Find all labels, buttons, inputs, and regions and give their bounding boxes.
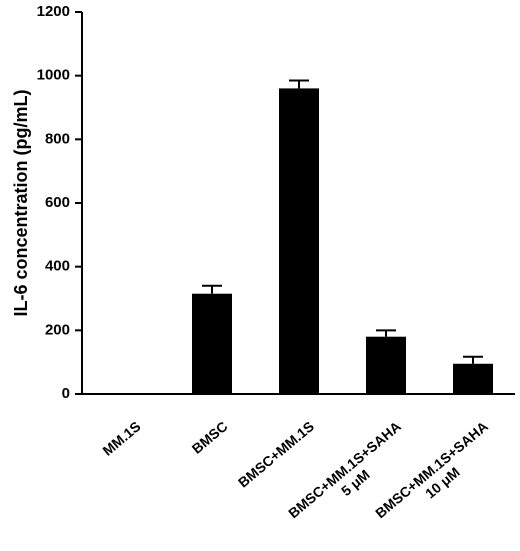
y-tick-label: 400 [45,258,70,275]
bar [453,363,493,394]
y-tick-label: 200 [45,321,70,338]
y-tick-label: 1200 [37,3,70,20]
y-tick-label: 600 [45,194,70,211]
y-tick-label: 0 [62,385,70,402]
bar [279,88,319,395]
y-axis-label: IL-6 concentration (pg/mL) [11,89,31,316]
y-tick-label: 800 [45,130,70,147]
bar [366,336,406,394]
y-tick-label: 1000 [37,67,70,84]
bar [192,293,232,394]
